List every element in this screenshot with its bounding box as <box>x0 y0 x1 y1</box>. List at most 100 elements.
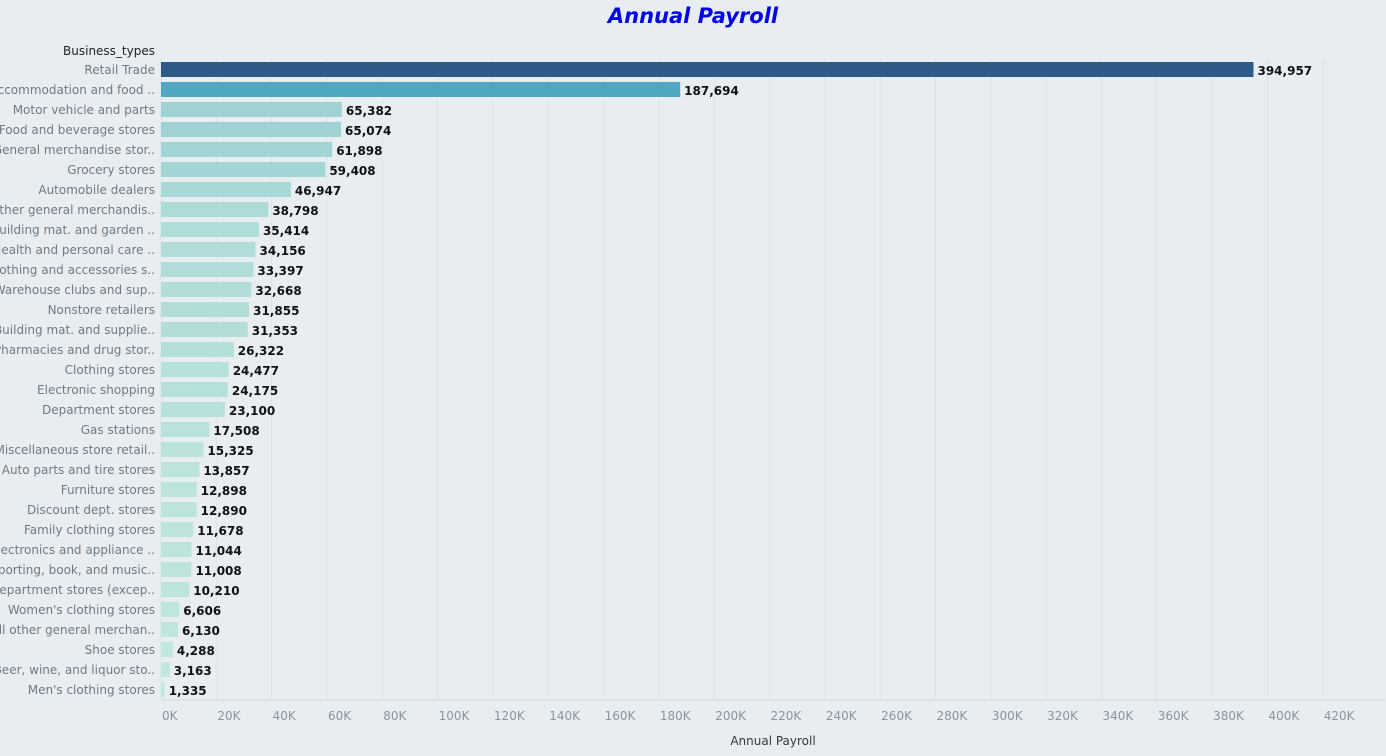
bar <box>161 602 180 617</box>
category-label: Gas stations <box>81 423 155 437</box>
value-label: 394,957 <box>1257 64 1312 78</box>
x-tick-label: 340K <box>1102 709 1134 723</box>
bar <box>161 502 197 517</box>
bar <box>161 162 326 177</box>
bar <box>161 302 250 317</box>
value-label: 33,397 <box>257 264 303 278</box>
category-label: Electronics and appliance .. <box>0 543 155 557</box>
category-label: Pharmacies and drug stor.. <box>0 343 155 357</box>
value-label: 11,008 <box>195 564 241 578</box>
bar <box>161 422 210 437</box>
category-label: Health and personal care .. <box>0 243 155 257</box>
bar <box>161 462 200 477</box>
bar <box>161 122 342 137</box>
category-label: Other general merchandis.. <box>0 203 155 217</box>
x-tick-label: 200K <box>715 709 747 723</box>
category-label: Nonstore retailers <box>48 303 155 317</box>
x-tick-label: 180K <box>660 709 692 723</box>
value-label: 6,606 <box>183 604 221 618</box>
value-label: 24,175 <box>232 384 278 398</box>
value-label: 6,130 <box>182 624 220 638</box>
category-label: Discount dept. stores <box>27 503 155 517</box>
value-label: 65,382 <box>346 104 392 118</box>
x-tick-label: 0K <box>162 709 179 723</box>
value-label: 13,857 <box>203 464 249 478</box>
bar <box>161 582 190 597</box>
bar <box>161 82 681 97</box>
value-label: 11,678 <box>197 524 243 538</box>
value-label: 187,694 <box>684 84 739 98</box>
value-label: 11,044 <box>196 544 242 558</box>
value-label: 31,855 <box>253 304 299 318</box>
x-tick-label: 160K <box>605 709 637 723</box>
category-label: Department stores (excep.. <box>0 583 155 597</box>
bar <box>161 442 204 457</box>
category-label: Clothing stores <box>65 363 155 377</box>
value-label: 26,322 <box>238 344 284 358</box>
bar <box>161 202 269 217</box>
category-label: Building mat. and supplie.. <box>0 323 155 337</box>
bar <box>161 662 170 677</box>
x-tick-label: 60K <box>328 709 352 723</box>
x-tick-label: 140K <box>549 709 581 723</box>
bar <box>161 182 291 197</box>
value-label: 61,898 <box>336 144 382 158</box>
value-label: 31,353 <box>252 324 298 338</box>
category-label: Building mat. and garden .. <box>0 223 155 237</box>
bar <box>161 282 252 297</box>
value-label: 35,414 <box>263 224 309 238</box>
x-tick-label: 80K <box>383 709 407 723</box>
category-label: Family clothing stores <box>24 523 155 537</box>
category-label: General merchandise stor.. <box>0 143 155 157</box>
value-label: 24,477 <box>233 364 279 378</box>
value-label: 15,325 <box>207 444 253 458</box>
category-label: Shoe stores <box>85 643 155 657</box>
bar <box>161 562 192 577</box>
value-label: 59,408 <box>329 164 375 178</box>
category-label: Sporting, book, and music.. <box>0 563 155 577</box>
category-label: Beer, wine, and liquor sto.. <box>0 663 155 677</box>
value-label: 46,947 <box>295 184 341 198</box>
category-label: Miscellaneous store retail.. <box>0 443 155 457</box>
bar <box>161 622 178 637</box>
category-label: Women's clothing stores <box>8 603 155 617</box>
x-tick-label: 300K <box>992 709 1024 723</box>
bar <box>161 362 229 377</box>
x-tick-label: 320K <box>1047 709 1079 723</box>
category-label: Electronic shopping <box>37 383 155 397</box>
bar <box>161 262 254 277</box>
value-label: 38,798 <box>272 204 318 218</box>
value-label: 4,288 <box>177 644 215 658</box>
value-labels: 394,957 187,694 65,382 65,074 61,898 59,408 46… <box>169 64 1312 698</box>
x-tick-label: 120K <box>494 709 526 723</box>
bar <box>161 382 228 397</box>
bar <box>161 402 225 417</box>
chart-title: Annual Payroll <box>607 4 779 28</box>
value-label: 32,668 <box>255 284 301 298</box>
category-header: Business_types <box>63 44 155 58</box>
x-axis-title: Annual Payroll <box>730 734 815 748</box>
x-axis-ticks: 0K 20K 40K 60K 80K 100K 120K 140K 160K 180K 200K 22… <box>162 709 1356 723</box>
x-tick-label: 100K <box>439 709 471 723</box>
x-tick-label: 260K <box>881 709 913 723</box>
value-label: 17,508 <box>213 424 259 438</box>
bar <box>161 222 259 237</box>
value-label: 1,335 <box>169 684 207 698</box>
value-label: 12,898 <box>201 484 247 498</box>
x-tick-label: 360K <box>1158 709 1190 723</box>
bar <box>161 542 192 557</box>
category-label: Clothing and accessories s.. <box>0 263 155 277</box>
x-tick-label: 220K <box>771 709 803 723</box>
category-label: Retail Trade <box>84 63 155 77</box>
bar <box>161 682 165 697</box>
value-label: 3,163 <box>174 664 212 678</box>
category-label: Food and beverage stores <box>0 123 155 137</box>
bar <box>161 522 194 537</box>
bar <box>161 242 256 257</box>
bar <box>161 62 1254 77</box>
category-label: Grocery stores <box>67 163 155 177</box>
category-label: Auto parts and tire stores <box>2 463 155 477</box>
x-tick-label: 20K <box>217 709 241 723</box>
bar <box>161 322 248 337</box>
